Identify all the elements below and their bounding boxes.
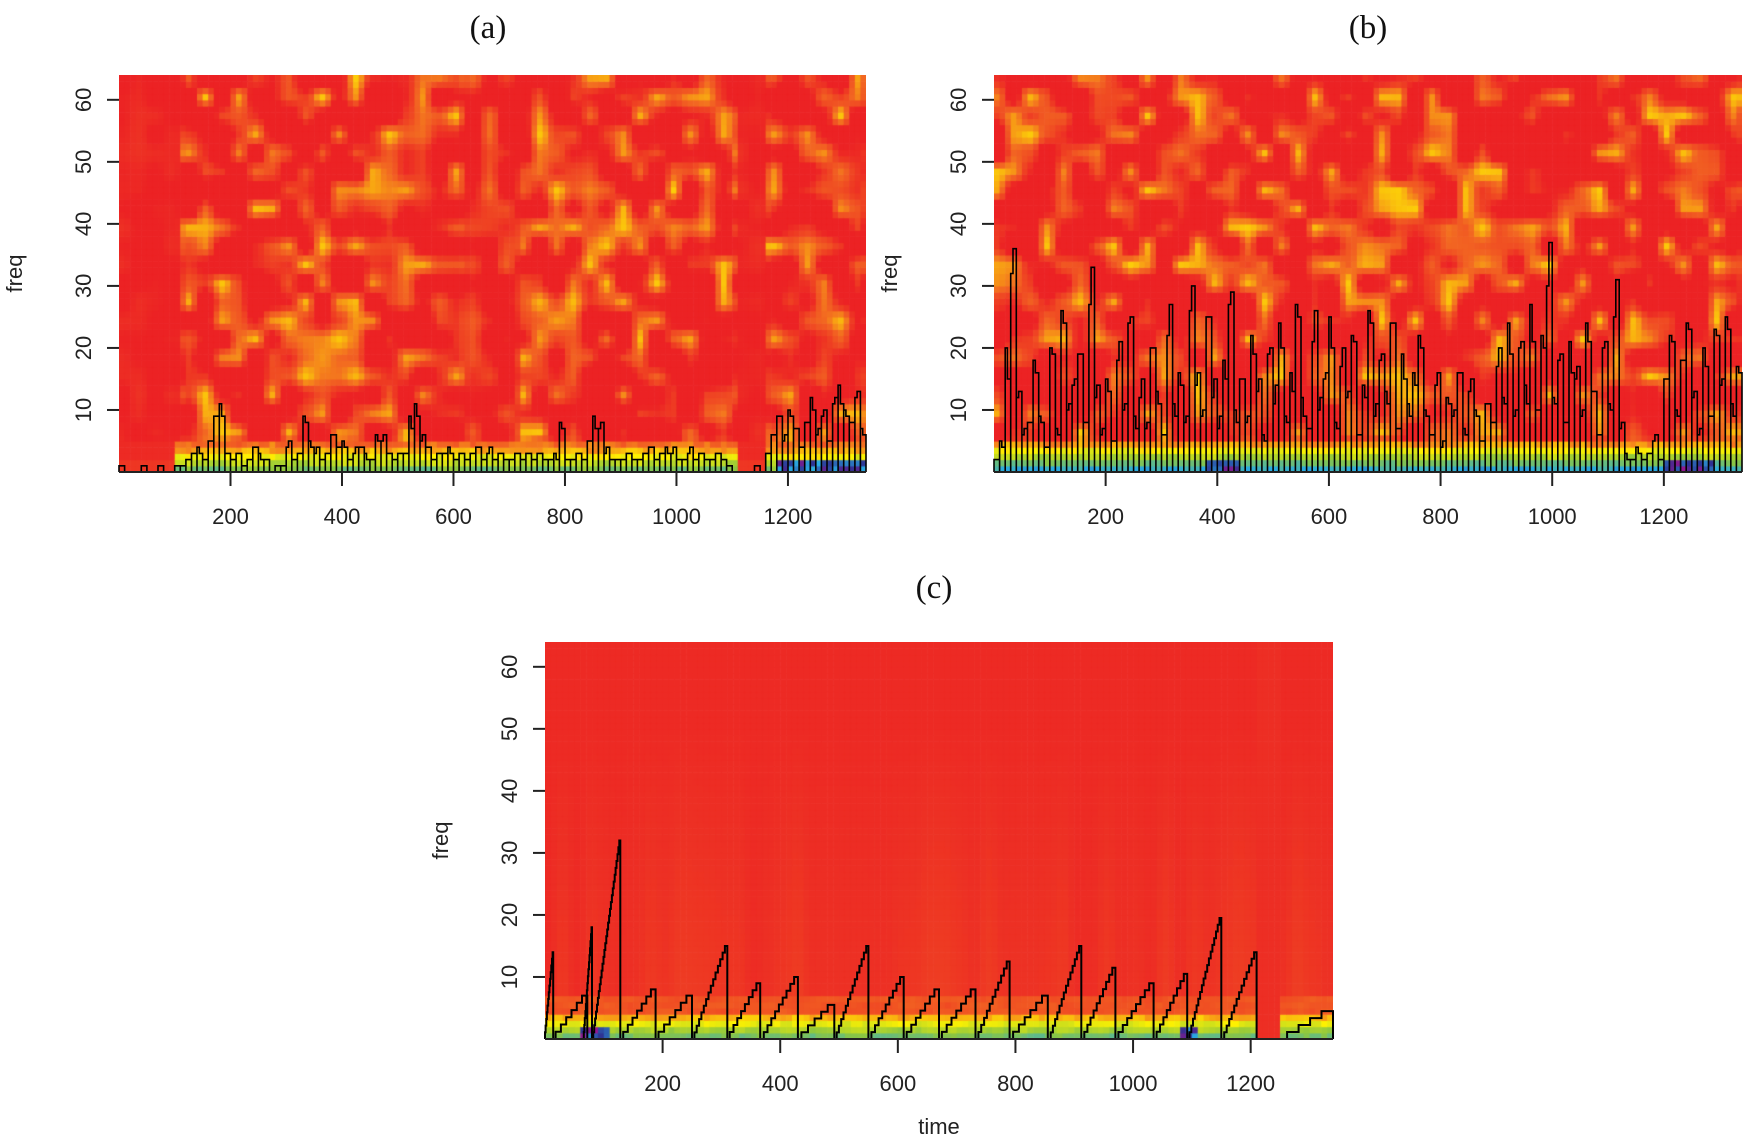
y-tick-label: 50 bbox=[946, 150, 971, 174]
x-tick-label: 200 bbox=[212, 504, 249, 529]
x-tick-label: 600 bbox=[1311, 504, 1348, 529]
y-tick-label: 10 bbox=[946, 398, 971, 422]
x-tick-label: 400 bbox=[1199, 504, 1236, 529]
x-tick-label: 400 bbox=[324, 504, 361, 529]
x-tick-label: 200 bbox=[1087, 504, 1124, 529]
x-tick-label: 800 bbox=[997, 1071, 1034, 1096]
x-tick-label: 1200 bbox=[763, 504, 812, 529]
x-tick-label: 1200 bbox=[1226, 1071, 1275, 1096]
panel-a-frequency-line bbox=[118, 384, 867, 473]
panel-a-title: (a) bbox=[469, 10, 507, 46]
y-tick-label: 30 bbox=[71, 274, 96, 298]
y-tick-label: 40 bbox=[946, 212, 971, 236]
y-tick-label: 40 bbox=[71, 212, 96, 236]
x-tick-label: 200 bbox=[644, 1071, 681, 1096]
y-tick-label: 20 bbox=[71, 336, 96, 360]
y-tick-label: 50 bbox=[71, 150, 96, 174]
y-tick-label: 60 bbox=[946, 88, 971, 112]
y-tick-label: 30 bbox=[497, 841, 522, 865]
y-tick-label: 20 bbox=[946, 336, 971, 360]
panel-a-heatmap bbox=[119, 75, 866, 472]
x-tick-label: 600 bbox=[435, 504, 472, 529]
x-tick-label: 800 bbox=[1422, 504, 1459, 529]
x-tick-label: 1000 bbox=[1528, 504, 1577, 529]
y-tick-label: 50 bbox=[497, 717, 522, 741]
panel-c-title: (c) bbox=[915, 570, 953, 606]
panel-c-heatmap bbox=[545, 642, 1333, 1039]
y-tick-label: 30 bbox=[946, 274, 971, 298]
panel-c-frequency-line bbox=[544, 839, 1334, 1040]
panel-b-title: (b) bbox=[1348, 10, 1388, 46]
y-tick-label: 10 bbox=[71, 398, 96, 422]
y-tick-label: 10 bbox=[497, 965, 522, 989]
panel-b-ylabel: freq bbox=[877, 255, 902, 293]
panel-a-ylabel: freq bbox=[2, 255, 27, 293]
x-tick-label: 1200 bbox=[1639, 504, 1688, 529]
x-tick-label: 400 bbox=[762, 1071, 799, 1096]
panel-c-xlabel: time bbox=[918, 1114, 960, 1139]
panel-c-ylabel: freq bbox=[428, 822, 453, 860]
x-tick-label: 600 bbox=[879, 1071, 916, 1096]
y-tick-label: 60 bbox=[497, 655, 522, 679]
x-tick-label: 1000 bbox=[1109, 1071, 1158, 1096]
panel-b-frequency-line bbox=[993, 241, 1743, 472]
y-tick-label: 40 bbox=[497, 779, 522, 803]
x-tick-label: 1000 bbox=[652, 504, 701, 529]
y-tick-label: 60 bbox=[71, 88, 96, 112]
x-tick-label: 800 bbox=[547, 504, 584, 529]
y-tick-label: 20 bbox=[497, 903, 522, 927]
